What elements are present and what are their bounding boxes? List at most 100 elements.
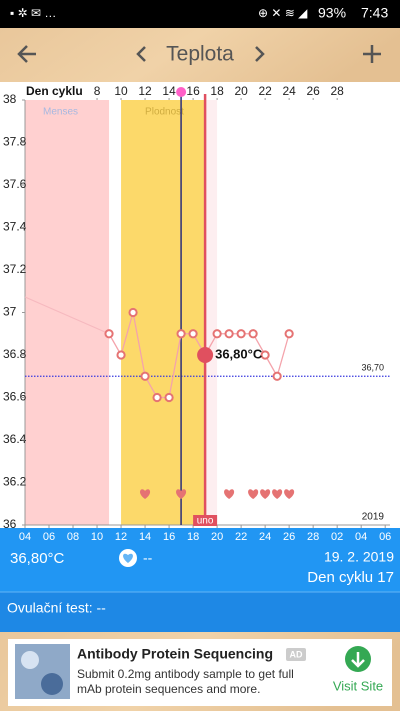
x-tick-label: 26 [306, 84, 320, 98]
ovulation-test[interactable]: Ovulační test: -- [7, 600, 106, 616]
y-tick-label: 37.4 [3, 220, 27, 234]
y-tick-label: 36.6 [3, 390, 27, 404]
data-point [212, 329, 222, 339]
x-tick-label: 28 [330, 84, 344, 98]
ad-action-arrow [351, 652, 365, 668]
date-tick-label: 26 [283, 531, 295, 543]
x-tick-label: 8 [94, 84, 101, 98]
status-icons: ▪ ✲ ✉ … [10, 6, 56, 20]
date-axis-bg [0, 528, 400, 546]
data-point [164, 392, 174, 403]
date-tick-label: 10 [91, 531, 103, 543]
zone-label: Plodnost [145, 107, 184, 118]
ad-badge-bg [286, 648, 306, 661]
y-tick-label: 38 [3, 92, 17, 106]
data-point [116, 350, 126, 360]
add-button[interactable] [363, 45, 381, 63]
summary-date: 19. 2. 2019 [324, 549, 394, 565]
ad-card[interactable] [8, 639, 392, 706]
summary-panel [0, 546, 400, 592]
x-tick-label: 18 [210, 84, 224, 98]
heart [140, 489, 151, 499]
y-tick-label: 36.8 [3, 347, 27, 361]
date-tick-label: 18 [187, 531, 199, 543]
heart [260, 489, 271, 499]
heart [224, 489, 235, 499]
data-point [140, 371, 150, 381]
data-point [284, 329, 294, 339]
battery: 93% [318, 5, 346, 21]
highlight-label: 36,80°C [215, 346, 263, 361]
summary-cycle-day: Den cyklu 17 [307, 569, 394, 586]
post-today-band [205, 100, 218, 525]
app-bar [0, 28, 400, 82]
date-tick-label: 06 [379, 531, 391, 543]
y-tick-label: 37.8 [3, 135, 27, 149]
date-tick-label: 06 [43, 531, 55, 543]
back-button[interactable] [17, 45, 36, 63]
x-tick-label: 22 [258, 84, 272, 98]
y-tick-label: 37.6 [3, 177, 27, 191]
x-tick-label: 16 [186, 84, 200, 98]
zone-label: Menses [43, 107, 78, 118]
next-button[interactable] [255, 46, 265, 62]
ad-title: Antibody Protein Sequencing [77, 646, 273, 662]
ovulation-panel [0, 592, 400, 632]
data-point [128, 307, 138, 318]
data-point [176, 329, 186, 339]
date-tick-label: 04 [355, 531, 367, 543]
ad-text: mAb protein sequences and more. [77, 682, 260, 696]
heart-icon [123, 553, 133, 563]
x-tick-label: 24 [282, 84, 296, 98]
y-tick-label: 36.2 [3, 475, 27, 489]
chart: Menses Plodnost 36 36.2 36.4 36.6 36.8 37 37.2 37… [0, 84, 400, 546]
data-point [272, 371, 282, 381]
status-icons: ⊕ ✕ ≋ ◢ [258, 6, 308, 20]
date-tick-label: 14 [139, 531, 151, 543]
x-tick-label: 12 [138, 84, 152, 98]
data-point [152, 392, 162, 403]
ad-image-detail [41, 673, 63, 695]
y-tick-label: 36.4 [3, 432, 27, 446]
app-title: Teplota [166, 43, 234, 66]
ad-image [15, 644, 70, 699]
data-point [188, 329, 198, 339]
summary-temperature: 36,80°C [10, 550, 65, 567]
date-tick-label: 24 [259, 531, 271, 543]
heart [272, 489, 283, 499]
data-point [236, 329, 246, 339]
today-label: uno [197, 516, 214, 527]
year-label: 2019 [362, 512, 385, 523]
x-tick-label: 10 [114, 84, 128, 98]
heart [176, 489, 187, 499]
x-tick-label: 20 [234, 84, 248, 98]
ad-image-detail [21, 651, 39, 669]
date-tick-label: 04 [19, 531, 31, 543]
date-tick-label: 12 [115, 531, 127, 543]
date-tick-label: 22 [235, 531, 247, 543]
time: 7:43 [361, 5, 388, 21]
y-tick-label: 37.2 [3, 262, 27, 276]
series-line [108, 312, 290, 399]
reference-label: 36,70 [361, 363, 384, 373]
data-point [260, 350, 270, 360]
data-point [104, 329, 114, 339]
heart [284, 489, 295, 499]
ad-action[interactable]: Visit Site [333, 678, 383, 693]
x-tick-label: 14 [162, 84, 176, 98]
today-label-bg [193, 515, 218, 526]
ovulation-dot [176, 87, 187, 97]
date-tick-label: 08 [67, 531, 79, 543]
prev-button[interactable] [136, 46, 146, 62]
heart [248, 489, 259, 499]
date-tick-label: 02 [331, 531, 343, 543]
date-tick-label: 16 [163, 531, 175, 543]
x-axis-label: Den cyklu [26, 84, 83, 98]
status-bar [0, 0, 400, 28]
summary-heart: -- [143, 550, 153, 566]
lead-in-line [24, 296, 110, 335]
date-tick-label: 28 [307, 531, 319, 543]
highlight-point [197, 347, 214, 363]
ad-badge: AD [290, 649, 303, 659]
